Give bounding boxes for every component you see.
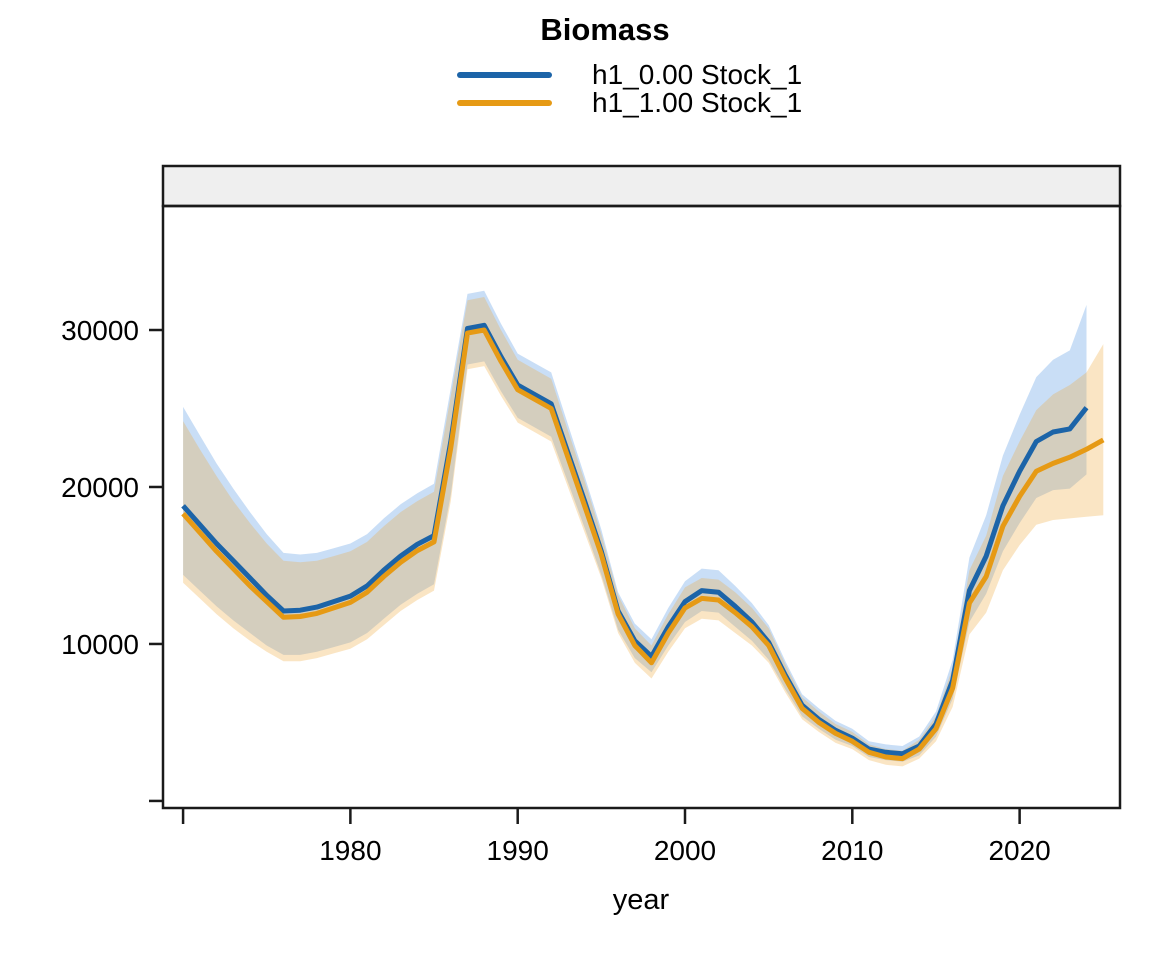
- x-axis-tick-label: 1980: [319, 835, 381, 866]
- facet-strip: [161, 164, 1122, 208]
- series-line-1: [181, 327, 1105, 762]
- y-axis-tick-label: 10000: [61, 629, 139, 660]
- x-axis-tick-label: 1990: [487, 835, 549, 866]
- legend-line-swatch-orange: [457, 100, 552, 106]
- panel-border: [161, 204, 1122, 810]
- legend-item-h1-0: h1_0.00 Stock_1: [457, 59, 803, 90]
- legend-label: h1_1.00 Stock_1: [592, 87, 803, 118]
- legend-line-swatch-blue: [457, 72, 552, 78]
- confidence-ribbon-1: [183, 297, 1104, 767]
- x-axis-title: year: [612, 884, 670, 916]
- y-axis-tick-label: 30000: [61, 315, 139, 346]
- legend-label: h1_0.00 Stock_1: [592, 59, 803, 90]
- x-axis-tick-label: 2000: [654, 835, 716, 866]
- x-axis-tick-label: 2020: [988, 835, 1050, 866]
- legend-item-h1-1: h1_1.00 Stock_1: [457, 87, 803, 118]
- chart-title: Biomass: [540, 12, 670, 47]
- plot-area: [181, 290, 1105, 767]
- x-axis-tick-label: 2010: [821, 835, 883, 866]
- legend: h1_0.00 Stock_1 h1_1.00 Stock_1: [457, 59, 803, 118]
- y-axis-tick-label: 20000: [61, 472, 139, 503]
